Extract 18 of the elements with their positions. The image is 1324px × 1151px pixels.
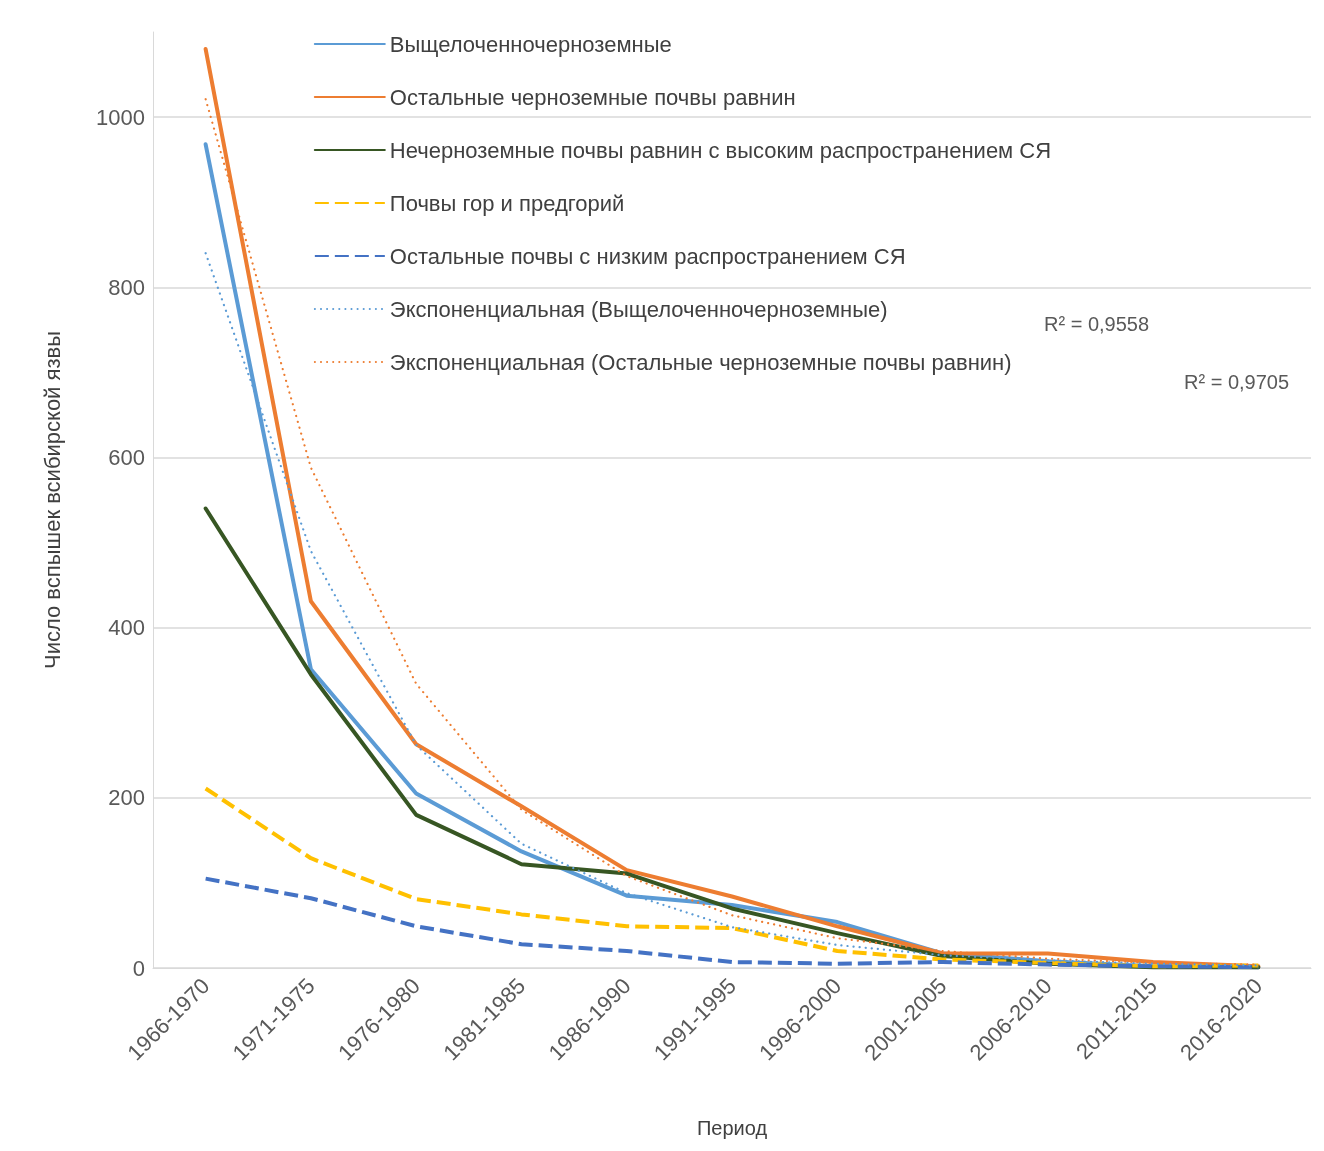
legend-label: Выщелоченночерноземные (389, 31, 672, 57)
y-tick-label: 800 (108, 274, 145, 300)
legend-label: Экспоненциальная (Остальные черноземные почвы равнин) (389, 349, 1012, 375)
legend-label: Экспоненциальная (Выщелоченночерноземные) (389, 296, 888, 322)
legend-label: Почвы гор и предгорий (389, 190, 625, 216)
y-tick-label: 400 (108, 615, 145, 641)
y-tick-label: 0 (132, 955, 145, 981)
annotation: R² = 0,9558 (1044, 313, 1150, 335)
legend-label: Нечерноземные почвы равнин с высоким распространением СЯ (389, 137, 1052, 163)
y-tick-label: 1000 (96, 104, 145, 130)
y-tick-label: 600 (108, 444, 145, 470)
x-axis-title: Период (696, 1117, 768, 1139)
annotation: R² = 0,9705 (1184, 371, 1290, 393)
y-axis-title: Число вспышек всибирской язвы (39, 330, 65, 670)
y-tick-label: 200 (108, 785, 145, 811)
legend-label: Остальные почвы с низким распространением СЯ (389, 243, 906, 269)
legend-label: Остальные черноземные почвы равнин (389, 84, 796, 110)
line-series (203, 786, 1261, 969)
